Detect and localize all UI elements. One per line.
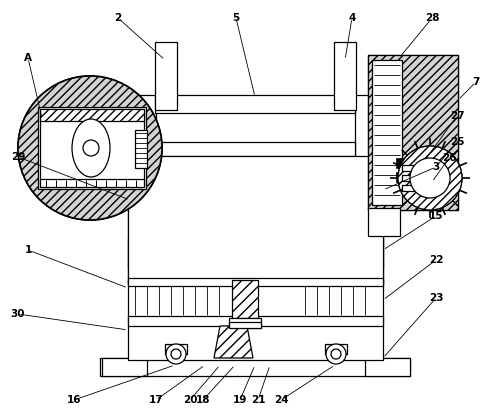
Bar	[395, 158, 403, 168]
Text: 5: 5	[232, 13, 239, 23]
Bar	[40, 109, 144, 187]
Text: 30: 30	[11, 309, 25, 319]
Bar	[102, 358, 147, 376]
Text: 24: 24	[273, 395, 288, 405]
Text: 3: 3	[431, 162, 439, 172]
Text: 1: 1	[25, 245, 32, 255]
Text: 2: 2	[114, 13, 121, 23]
Text: 29: 29	[11, 152, 25, 162]
Circle shape	[171, 349, 181, 359]
Text: 21: 21	[250, 395, 265, 405]
Circle shape	[397, 146, 461, 210]
Bar	[128, 156, 382, 284]
Bar	[100, 358, 409, 376]
Circle shape	[325, 344, 345, 364]
Bar	[165, 344, 187, 354]
Bar	[128, 238, 148, 268]
Bar	[367, 208, 399, 236]
Bar	[128, 316, 382, 326]
Text: 15: 15	[428, 211, 442, 221]
Ellipse shape	[72, 119, 110, 177]
Bar	[324, 344, 346, 354]
Text: 16: 16	[67, 395, 81, 405]
Text: 17: 17	[148, 395, 163, 405]
Bar	[135, 130, 147, 168]
Circle shape	[330, 349, 340, 359]
Bar	[128, 278, 382, 286]
Text: 28: 28	[424, 13, 438, 23]
Circle shape	[18, 76, 162, 220]
Text: 26: 26	[441, 153, 455, 163]
Bar	[155, 95, 354, 113]
Circle shape	[397, 146, 461, 210]
Text: 4: 4	[348, 13, 355, 23]
Bar	[401, 185, 413, 191]
Bar	[231, 280, 258, 318]
Text: 18: 18	[195, 395, 210, 405]
Bar	[367, 55, 457, 210]
Circle shape	[409, 158, 449, 198]
Text: 22: 22	[428, 255, 442, 265]
Bar	[371, 60, 401, 205]
Bar	[367, 55, 457, 210]
Bar	[155, 42, 177, 110]
Text: 25: 25	[449, 137, 463, 147]
Circle shape	[83, 140, 99, 156]
Bar	[228, 322, 261, 328]
Bar	[155, 142, 354, 156]
Text: 19: 19	[232, 395, 246, 405]
Circle shape	[18, 76, 162, 220]
Bar	[38, 107, 146, 189]
Text: 20: 20	[182, 395, 197, 405]
Bar	[395, 172, 403, 182]
Bar	[128, 280, 382, 360]
Bar	[401, 175, 413, 181]
Circle shape	[166, 344, 186, 364]
Bar	[362, 238, 382, 268]
Bar	[364, 358, 409, 376]
Polygon shape	[213, 326, 253, 358]
Text: 23: 23	[428, 293, 442, 303]
Bar	[333, 42, 355, 110]
Bar	[228, 318, 261, 328]
Bar	[401, 165, 413, 171]
Text: A: A	[24, 53, 32, 63]
Bar	[128, 95, 156, 283]
Bar	[354, 95, 382, 283]
Text: 7: 7	[471, 77, 479, 87]
Bar	[367, 55, 457, 210]
Bar	[40, 109, 144, 121]
Bar	[40, 179, 144, 187]
Text: 27: 27	[449, 111, 463, 121]
